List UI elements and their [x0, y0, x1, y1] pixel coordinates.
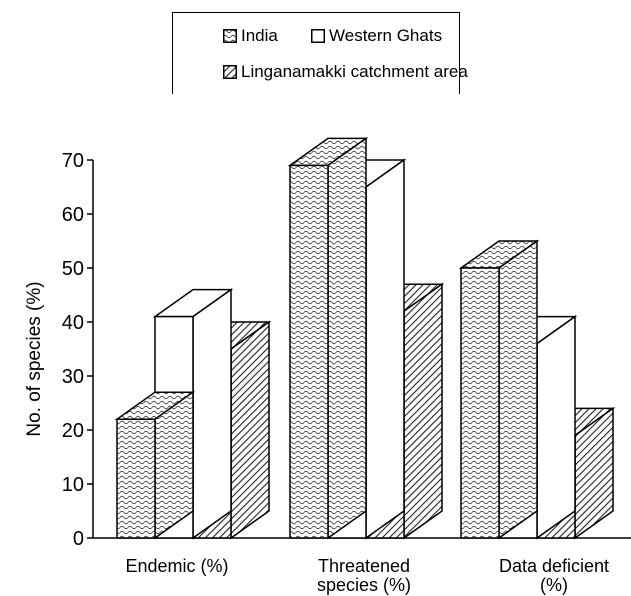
legend-label-western-ghats: Western Ghats: [329, 26, 443, 45]
bar-side-face: [192, 288, 232, 540]
legend-item-india: India: [223, 26, 278, 46]
legend-swatch-linganamakki: [223, 65, 237, 79]
bar-front-face: [116, 418, 156, 539]
x-tick-label-line: Endemic (%): [125, 556, 228, 576]
legend-swatch-western-ghats: [311, 29, 325, 43]
x-tick-label-2: Threatened species (%): [317, 556, 411, 595]
x-tick-label-line: Threatened: [318, 556, 410, 576]
x-tick-label-line: (%): [540, 575, 568, 595]
y-tick-label: 50: [62, 258, 84, 280]
y-tick-label: 10: [62, 474, 84, 496]
legend-item-western-ghats: Western Ghats: [311, 26, 442, 46]
y-axis-title: No. of species (%): [24, 281, 45, 436]
bar-side-face: [536, 315, 576, 540]
y-tick-label: 0: [73, 528, 84, 550]
y-tick-label: 40: [62, 312, 84, 334]
y-tick-label: 60: [62, 204, 84, 226]
y-tick-label: 70: [62, 150, 84, 172]
bar-front-face: [289, 164, 329, 539]
x-tick-label-3: Data deficient (%): [499, 556, 609, 595]
bar-layer: [114, 136, 616, 540]
bar-side-face: [327, 136, 367, 540]
legend-label-india: India: [241, 26, 278, 45]
bar-front-face: [460, 267, 500, 539]
bar-india-3: [458, 239, 540, 540]
label-layer: 0 10 20 30 40 50 60 70 No. of species (%) Endemic…: [24, 150, 609, 595]
legend: India Western Ghats Linganamakki catchme…: [172, 12, 468, 94]
x-tick-label-line: Data deficient: [499, 556, 609, 576]
y-tick-label: 20: [62, 420, 84, 442]
bar-side-face: [403, 282, 443, 540]
bar-side-face: [365, 158, 405, 540]
bar-side-face: [230, 320, 270, 540]
bar-india-2: [287, 136, 369, 540]
x-tick-label-line: species (%): [317, 575, 411, 595]
bar-india-1: [114, 390, 196, 540]
x-tick-label-1: Endemic (%): [125, 556, 228, 576]
legend-swatch-india: [223, 29, 237, 43]
legend-label-linganamakki: Linganamakki catchment area: [241, 62, 468, 81]
bar-side-face: [498, 239, 538, 540]
y-tick-label: 30: [62, 366, 84, 388]
legend-item-linganamakki: Linganamakki catchment area: [223, 62, 468, 82]
